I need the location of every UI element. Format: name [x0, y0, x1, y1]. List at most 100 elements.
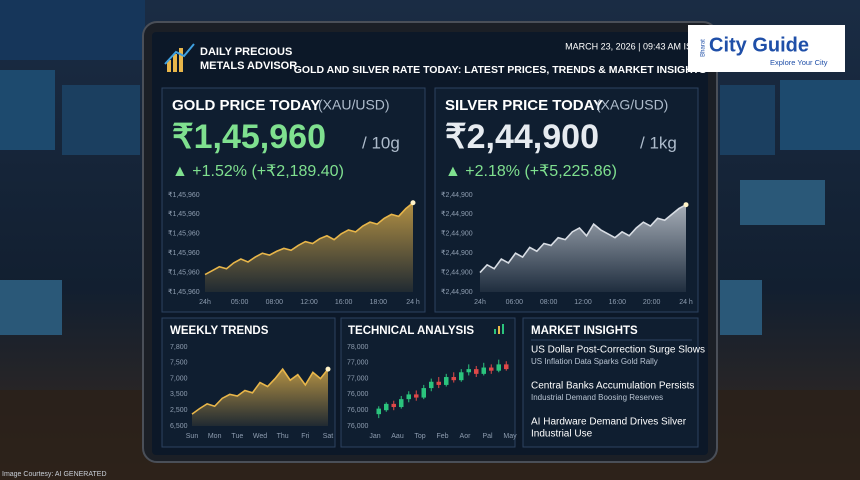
panel-title: GOLD PRICE TODAY — [172, 97, 320, 114]
panel-title: TECHNICAL ANALYSIS — [348, 325, 474, 337]
candle-body — [496, 364, 501, 371]
candle-body — [474, 369, 479, 374]
logo-name: City Guide — [709, 34, 809, 56]
price-unit: / 10g — [362, 133, 400, 152]
price-change: ▲ +1.52% (+₹2,189.40) — [172, 163, 344, 180]
y-tick-label: ₹1,45,960 — [168, 230, 200, 238]
x-tick-label: 24h — [199, 299, 211, 306]
x-tick-label: 24 h — [679, 299, 693, 306]
x-tick-label: May — [503, 433, 517, 440]
y-tick-label: ₹1,45,960 — [168, 249, 200, 257]
y-tick-label: 76,000 — [347, 391, 369, 398]
y-tick-label: 77,000 — [347, 375, 369, 382]
candle-body — [406, 394, 411, 400]
brand-line2: METALS ADVISOR — [200, 60, 297, 72]
x-tick-label: Jan — [369, 433, 380, 440]
end-dot — [683, 202, 689, 208]
x-tick-label: Wed — [253, 433, 267, 440]
candle-body — [444, 377, 449, 385]
price-unit: / 1kg — [640, 133, 677, 152]
y-tick-label: ₹2,44,900 — [441, 230, 473, 238]
x-tick-label: 24h — [474, 299, 486, 306]
x-tick-label: Tue — [231, 433, 243, 440]
x-tick-label: 24 h — [406, 299, 420, 306]
logo-tagline: Explore Your City — [770, 58, 828, 67]
logo-box — [688, 25, 845, 72]
candle-body — [384, 403, 389, 411]
x-tick-label: 06:00 — [506, 299, 524, 306]
y-tick-label: 6,500 — [170, 423, 188, 430]
line — [191, 367, 329, 415]
line — [204, 202, 414, 276]
price: ₹1,45,960 — [172, 118, 326, 156]
panel-code: (XAU/USD) — [318, 97, 390, 113]
y-tick-label: 7,500 — [170, 360, 188, 367]
x-tick-label: 12:00 — [574, 299, 592, 306]
candle-body — [429, 381, 434, 389]
insight-headline: Central Banks Accumulation Persists — [531, 381, 694, 392]
y-tick-label: ₹2,44,900 — [441, 249, 473, 257]
insight-detail: Industrial Demand Boosing Reserves — [531, 393, 663, 402]
technical-panel: TECHNICAL ANALYSIS — [340, 317, 516, 448]
candle-body — [481, 367, 486, 374]
y-tick-label: 76,000 — [347, 407, 369, 414]
candle-body — [391, 403, 396, 408]
x-tick-label: Aau — [391, 433, 404, 440]
y-tick-label: ₹2,44,900 — [441, 288, 473, 296]
panel-box — [340, 317, 516, 448]
y-tick-label: ₹2,44,900 — [441, 210, 473, 218]
gold-panel: GOLD PRICE TODAY (XAU/USD) ₹1,45,960 / 1… — [161, 87, 426, 313]
x-tick-label: Pal — [482, 433, 493, 440]
candle-body — [414, 394, 419, 398]
insights-panel: MARKET INSIGHTS — [522, 317, 699, 448]
panel-title: WEEKLY TRENDS — [170, 325, 269, 337]
insight-detail: Industrial Use — [531, 429, 593, 440]
x-tick-label: 12:00 — [300, 299, 318, 306]
candle-body — [421, 388, 426, 398]
credit: Image Courtesy: AI GENERATED — [2, 471, 107, 478]
x-tick-label: 05:00 — [231, 299, 249, 306]
area — [192, 369, 328, 426]
x-tick-label: Feb — [436, 433, 448, 440]
price-change: ▲ +2.18% (+₹5,225.86) — [445, 163, 617, 180]
insight-headline: AI Hardware Demand Drives Silver — [531, 417, 687, 428]
x-tick-label: Sun — [186, 433, 199, 440]
y-tick-label: 77,000 — [347, 360, 369, 367]
y-tick-label: ₹2,44,900 — [441, 268, 473, 276]
candle-body — [459, 372, 464, 381]
y-tick-label: 3,500 — [170, 391, 188, 398]
y-tick-label: ₹1,45,960 — [168, 191, 200, 199]
x-tick-label: 08:00 — [266, 299, 284, 306]
price: ₹2,44,900 — [445, 118, 599, 156]
brand-icon — [164, 43, 195, 72]
y-tick-label: 2,500 — [170, 407, 188, 414]
panel-title: SILVER PRICE TODAY — [445, 97, 603, 114]
x-tick-label: Top — [414, 433, 425, 440]
y-tick-label: 78,000 — [347, 344, 369, 351]
headline: GOLD AND SILVER RATE TODAY: LATEST PRICE… — [294, 64, 706, 76]
area — [480, 204, 686, 292]
insight-headline: US Dollar Post-Correction Surge Slows — [531, 345, 705, 356]
candle-body — [399, 399, 404, 408]
x-tick-label: 08:00 — [540, 299, 558, 306]
candle-body — [489, 367, 494, 371]
y-tick-label: 7,000 — [170, 375, 188, 382]
brand-line1: DAILY PRECIOUS — [200, 46, 292, 58]
y-tick-label: ₹1,45,960 — [168, 268, 200, 276]
y-tick-label: ₹1,45,960 — [168, 288, 200, 296]
candle-body — [504, 364, 509, 370]
panel-title: MARKET INSIGHTS — [531, 325, 638, 337]
line — [479, 203, 687, 274]
candle-body — [466, 369, 471, 373]
y-tick-label: ₹1,45,960 — [168, 210, 200, 218]
end-dot — [410, 200, 416, 206]
date: MARCH 23, 2026 | 09:43 AM IS — [565, 41, 692, 51]
x-tick-label: 16:00 — [609, 299, 627, 306]
candle-body — [436, 381, 441, 385]
x-tick-label: 18:00 — [370, 299, 388, 306]
x-tick-label: Sat — [323, 433, 334, 440]
end-dot — [325, 366, 331, 372]
x-tick-label: 16:00 — [335, 299, 353, 306]
candle-body — [451, 377, 456, 381]
x-tick-label: Thu — [277, 433, 289, 440]
